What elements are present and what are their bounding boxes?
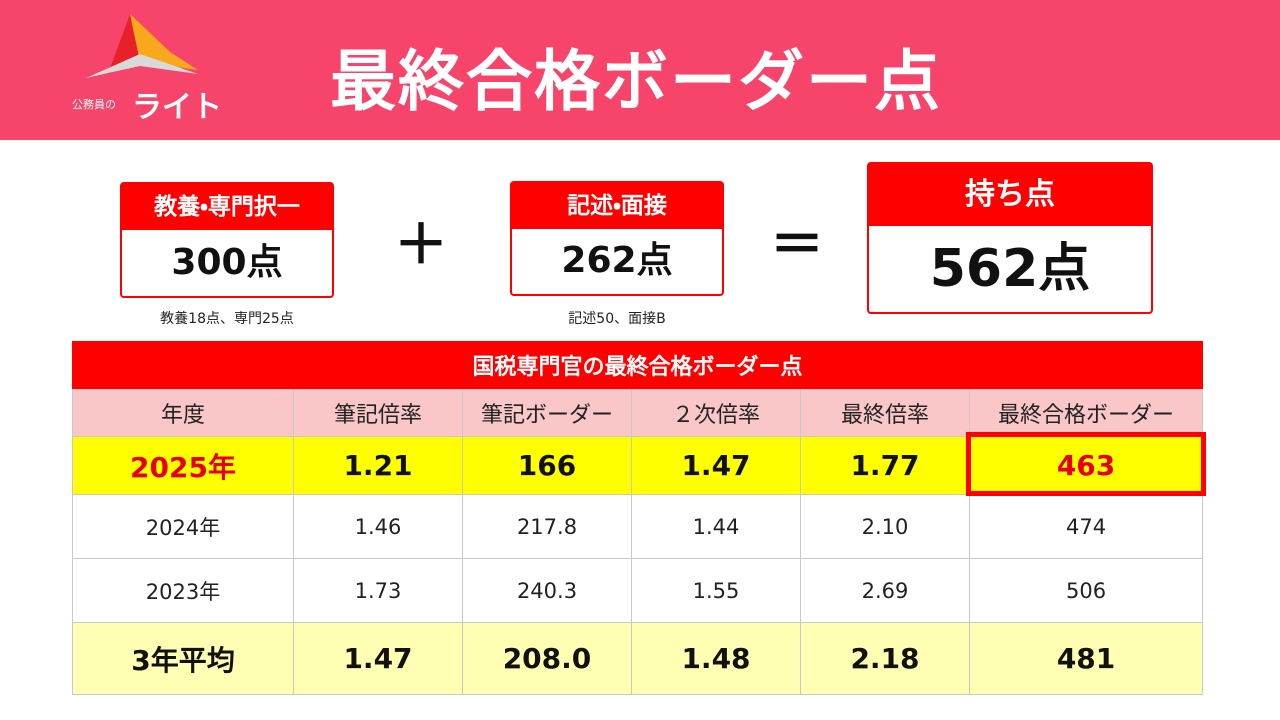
value-cell: 1.48 <box>631 622 801 695</box>
score-box: 教養・専門択一 300点 <box>120 182 334 298</box>
border-table: 国税専門官の最終合格ボーダー点 年度 筆記倍率 筆記ボーダー ２次倍率 最終倍率 最終合格… <box>71 341 1204 695</box>
table-title: 国税専門官の最終合格ボーダー点 <box>71 341 1204 389</box>
value-cell: 1.21 <box>293 436 463 495</box>
value-cell: 2.18 <box>800 622 970 695</box>
box-label: 持ち点 <box>869 164 1151 226</box>
column-header: 年度 <box>72 388 294 437</box>
value-cell: 1.73 <box>293 558 463 623</box>
box-value: 562点 <box>929 239 1091 299</box>
value-cell: 240.3 <box>462 558 632 623</box>
box-value: 300点 <box>171 242 283 283</box>
value-cell: 1.47 <box>293 622 463 695</box>
value-cell: 217.8 <box>462 494 632 559</box>
equals: ＝ <box>770 213 824 276</box>
value-cell: 481 <box>968 622 1204 695</box>
value-cell: 208.0 <box>462 622 632 695</box>
value-cell: 1.77 <box>800 436 970 495</box>
value-cell: 2.69 <box>800 558 970 623</box>
value-cell: 474 <box>968 494 1204 559</box>
year-cell: 3年平均 <box>72 622 294 695</box>
box-label: 教養・専門択一 <box>122 184 332 230</box>
column-header: 最終倍率 <box>800 388 970 437</box>
value-cell: 1.44 <box>631 494 801 559</box>
box-note: 記述50、面接B <box>568 311 666 327</box>
value-cell: 506 <box>968 558 1204 623</box>
column-header: 最終合格ボーダー <box>968 388 1204 437</box>
header-row: 年度 筆記倍率 筆記ボーダー ２次倍率 最終倍率 最終合格ボーダー <box>72 388 1204 437</box>
year-cell: 2025年 <box>72 436 294 495</box>
score-box: 記述・面接 262点 <box>510 181 724 296</box>
table-row: 2025年 1.21 166 1.47 1.77 463 <box>72 436 1204 495</box>
box-note: 教養18点、専門25点 <box>160 311 294 327</box>
box-value: 262点 <box>561 240 673 281</box>
header-band <box>0 0 1280 140</box>
column-header: 筆記ボーダー <box>462 388 632 437</box>
column-header: 筆記倍率 <box>293 388 463 437</box>
logo-mark <box>86 14 198 78</box>
score-box: 持ち点 562点 <box>867 162 1153 314</box>
value-cell: 1.47 <box>631 436 801 495</box>
value-cell: 166 <box>462 436 632 495</box>
value-cell: 2.10 <box>800 494 970 559</box>
year-cell: 2023年 <box>72 558 294 623</box>
page-title: 最終合格ボーダー点 <box>330 43 942 120</box>
logo-main: ライト <box>132 90 222 125</box>
plus: ＋ <box>394 213 448 276</box>
value-cell: 1.46 <box>293 494 463 559</box>
logo-small: 公務員の <box>72 98 116 111</box>
column-header: ２次倍率 <box>631 388 801 437</box>
highlight-frame <box>966 432 1206 496</box>
table-row: 2023年 1.73 240.3 1.55 2.69 506 <box>72 558 1204 623</box>
table-row: 2024年 1.46 217.8 1.44 2.10 474 <box>72 494 1204 559</box>
box-label: 記述・面接 <box>512 183 722 229</box>
value-cell: 1.55 <box>631 558 801 623</box>
table-row: 3年平均 1.47 208.0 1.48 2.18 481 <box>72 622 1204 695</box>
year-cell: 2024年 <box>72 494 294 559</box>
